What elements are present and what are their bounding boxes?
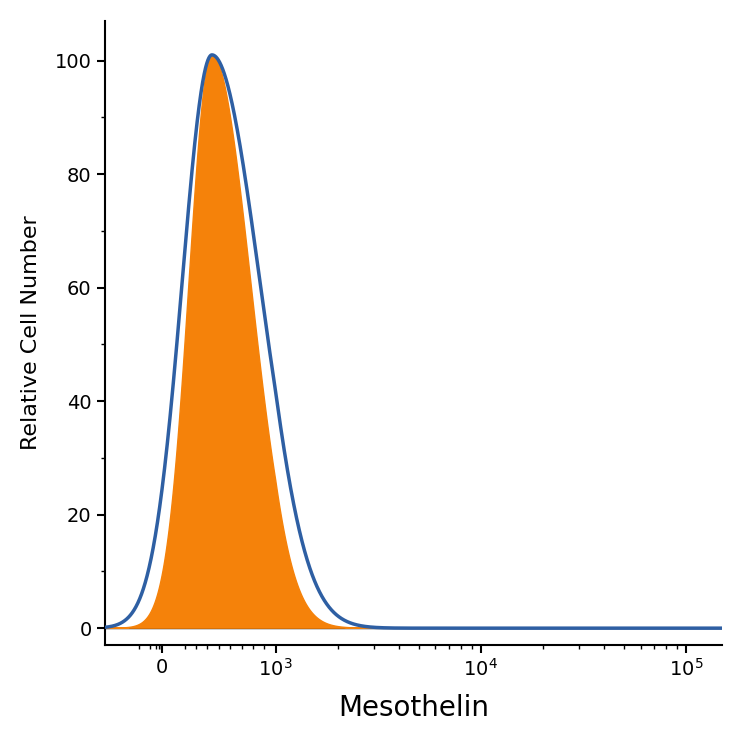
X-axis label: Mesothelin: Mesothelin (338, 694, 489, 722)
Y-axis label: Relative Cell Number: Relative Cell Number (21, 215, 41, 450)
